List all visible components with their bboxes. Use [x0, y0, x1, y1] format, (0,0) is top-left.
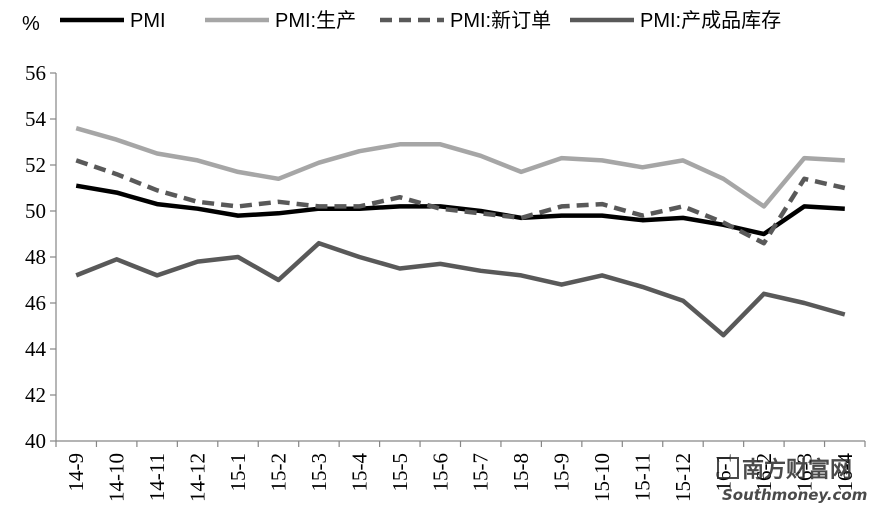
x-tick-label: 14-10 [105, 453, 129, 502]
x-tick-label: 15-5 [388, 453, 412, 492]
x-tick-label: 14-11 [145, 453, 169, 501]
x-tick-label: 15-4 [347, 453, 371, 492]
x-tick-label: 15-7 [469, 453, 493, 492]
y-tick-label: 42 [25, 383, 46, 407]
x-tick-label: 15-12 [671, 453, 695, 502]
series-line-2 [75, 158, 846, 246]
legend: PMI PMI:生产 PMI:新订单 PMI:产成品库存 [60, 9, 781, 32]
x-tick-label: 16-4 [833, 453, 857, 492]
y-tick-label: 52 [25, 153, 46, 177]
watermark-title: 南方财富网 [742, 457, 852, 483]
x-tick-label: 15-1 [226, 453, 250, 492]
y-tick-label: 50 [25, 199, 46, 223]
y-tick-label: 46 [25, 291, 46, 315]
watermark-logo-box [717, 457, 739, 479]
x-tick-label: 15-9 [550, 453, 574, 492]
x-tick-label: 16-2 [752, 453, 776, 492]
series-line-3 [75, 240, 846, 338]
x-tick-label: 14-9 [64, 453, 88, 492]
series-lines [75, 126, 846, 338]
axes: 40 42 44 46 48 50 52 54 56% 14-9 14-10 14-11 14-12 15… [22, 13, 866, 502]
watermark-url: Southmoney.com [722, 486, 867, 504]
x-tick-label: 15-11 [631, 453, 655, 501]
x-tick-label: 15-8 [509, 453, 533, 492]
y-tick-label: 48 [25, 245, 46, 269]
legend-label-0: PMI [130, 10, 166, 32]
x-tick-label: 15-2 [266, 453, 290, 492]
x-tick-label: 15-10 [590, 453, 614, 502]
series-line-0 [75, 183, 845, 237]
y-tick-label: 54 [25, 107, 47, 131]
x-tick-label: 14-12 [186, 453, 210, 502]
legend-label-2: PMI:新订单 [450, 9, 551, 32]
watermark: 南方财富网 Southmoney.com [717, 457, 867, 504]
x-tick-label: 15-3 [307, 453, 331, 492]
legend-label-3: PMI:产成品库存 [640, 9, 781, 32]
y-tick-label: 40 [25, 429, 46, 453]
y-unit-label: % [22, 13, 40, 35]
y-tick-label: 56 [25, 61, 46, 85]
legend-label-1: PMI:生产 [275, 9, 356, 32]
series-line-1 [75, 126, 845, 209]
y-tick-label: 44 [25, 337, 47, 361]
x-tick-label: 16-1 [711, 453, 735, 492]
x-tick-label: 16-3 [792, 453, 816, 492]
x-tick-label: 15-6 [428, 453, 452, 492]
